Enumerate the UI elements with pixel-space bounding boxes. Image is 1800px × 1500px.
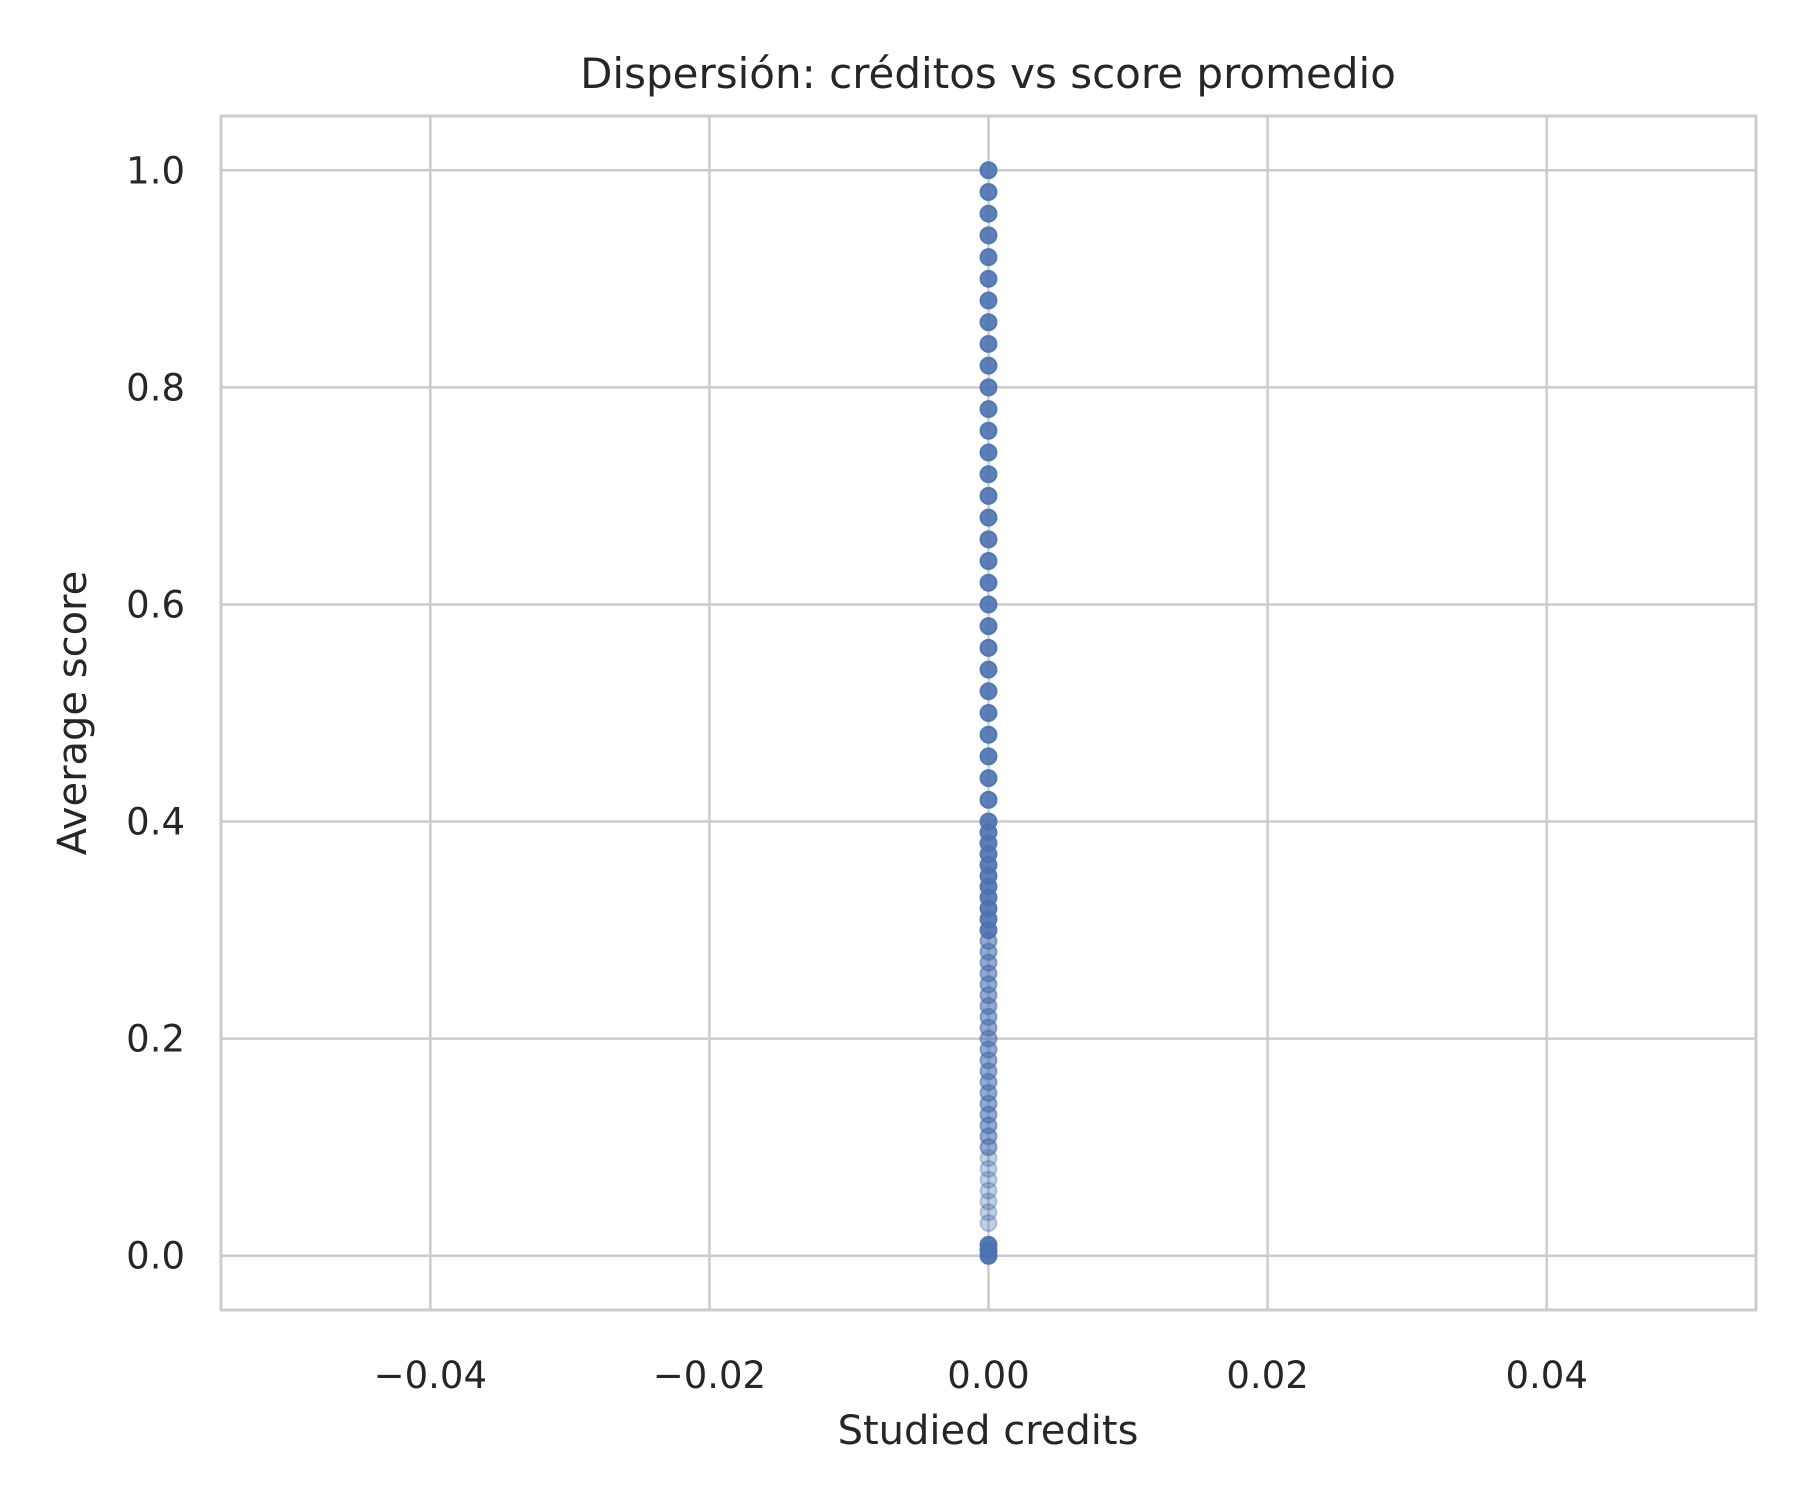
x-tick-labels: −0.04 −0.02 0.00 0.02 0.04 xyxy=(374,1354,1588,1397)
y-tick-label: 0.4 xyxy=(126,801,185,844)
scatter-point xyxy=(979,660,998,679)
x-tick-label: 0.02 xyxy=(1226,1354,1308,1397)
scatter-point xyxy=(979,1214,998,1233)
scatter-point xyxy=(979,400,998,419)
scatter-point xyxy=(979,465,998,484)
y-tick-labels: 0.0 0.2 0.4 0.6 0.8 1.0 xyxy=(126,149,185,1277)
plot-frame xyxy=(219,114,1758,1312)
scatter-point xyxy=(979,638,998,657)
scatter-point xyxy=(979,334,998,353)
scatter-point xyxy=(979,790,998,809)
y-tick-label: 0.0 xyxy=(126,1235,185,1278)
scatter-point xyxy=(979,552,998,571)
y-tick-label: 1.0 xyxy=(126,149,185,192)
scatter-point xyxy=(979,573,998,592)
scatter-point xyxy=(979,226,998,245)
x-tick-label: −0.04 xyxy=(374,1354,487,1397)
scatter-point xyxy=(979,269,998,288)
scatter-point xyxy=(979,1235,998,1254)
scatter-point xyxy=(979,725,998,744)
scatter-point xyxy=(979,508,998,527)
chart-title: Dispersión: créditos vs score promedio xyxy=(580,49,1396,98)
scatter-point xyxy=(979,595,998,614)
scatter-point xyxy=(979,747,998,766)
scatter-point xyxy=(979,1170,998,1189)
scatter-point xyxy=(979,1203,998,1222)
scatter-point xyxy=(979,1159,998,1178)
scatter-point xyxy=(979,1181,998,1200)
scatter-point xyxy=(979,313,998,332)
scatter-point xyxy=(979,161,998,180)
x-axis-label: Studied credits xyxy=(838,1408,1139,1454)
scatter-point xyxy=(979,1192,998,1211)
x-tick-label: 0.00 xyxy=(947,1354,1029,1397)
scatter-point xyxy=(979,204,998,223)
x-tick-label: 0.04 xyxy=(1505,1354,1587,1397)
scatter-point xyxy=(979,378,998,397)
scatter-point xyxy=(979,443,998,462)
scatter-point xyxy=(979,769,998,788)
scatter-point xyxy=(979,182,998,201)
scatter-point xyxy=(979,486,998,505)
scatter-point xyxy=(979,291,998,310)
y-axis-label: Average score xyxy=(50,571,96,855)
scatter-point xyxy=(979,421,998,440)
scatter-point xyxy=(979,812,998,831)
scatter-point xyxy=(979,356,998,375)
scatter-point xyxy=(979,530,998,549)
y-tick-label: 0.6 xyxy=(126,583,185,626)
scatter-point xyxy=(979,617,998,636)
data-points xyxy=(979,161,998,1265)
x-tick-label: −0.02 xyxy=(653,1354,766,1397)
y-tick-label: 0.2 xyxy=(126,1018,185,1061)
scatter-point xyxy=(979,682,998,701)
scatter-point xyxy=(979,248,998,267)
scatter-point xyxy=(979,704,998,722)
y-tick-label: 0.8 xyxy=(126,366,185,409)
